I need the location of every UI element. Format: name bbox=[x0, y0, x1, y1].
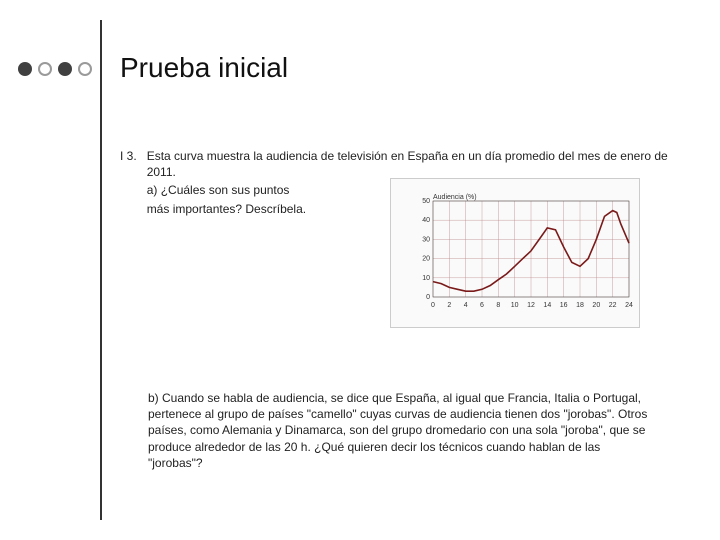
bullet-icon bbox=[38, 62, 52, 76]
vertical-rule bbox=[100, 20, 102, 520]
item-intro: Esta curva muestra la audiencia de telev… bbox=[147, 148, 680, 180]
svg-text:Audiencia (%): Audiencia (%) bbox=[433, 194, 477, 201]
svg-text:20: 20 bbox=[422, 256, 430, 263]
audience-chart: 02468101214161820222401020304050Audienci… bbox=[390, 178, 640, 328]
svg-text:0: 0 bbox=[426, 294, 430, 301]
svg-text:0: 0 bbox=[431, 302, 435, 309]
svg-text:30: 30 bbox=[422, 236, 430, 243]
svg-text:22: 22 bbox=[609, 302, 617, 309]
svg-text:10: 10 bbox=[511, 302, 519, 309]
svg-text:50: 50 bbox=[422, 198, 430, 205]
svg-text:40: 40 bbox=[422, 217, 430, 224]
bullet-icon bbox=[78, 62, 92, 76]
svg-text:4: 4 bbox=[464, 302, 468, 309]
svg-text:20: 20 bbox=[592, 302, 600, 309]
svg-text:10: 10 bbox=[422, 275, 430, 282]
page-title: Prueba inicial bbox=[120, 52, 288, 84]
svg-text:14: 14 bbox=[543, 302, 551, 309]
item-number: I 3. bbox=[120, 148, 137, 217]
svg-text:16: 16 bbox=[560, 302, 568, 309]
item-part-b: b) Cuando se habla de audiencia, se dice… bbox=[148, 390, 648, 471]
svg-text:6: 6 bbox=[480, 302, 484, 309]
slide-bullets bbox=[18, 62, 92, 76]
svg-text:24: 24 bbox=[625, 302, 633, 309]
svg-text:12: 12 bbox=[527, 302, 535, 309]
svg-text:18: 18 bbox=[576, 302, 584, 309]
svg-text:8: 8 bbox=[496, 302, 500, 309]
bullet-icon bbox=[18, 62, 32, 76]
chart-svg: 02468101214161820222401020304050Audienci… bbox=[413, 191, 633, 309]
svg-text:2: 2 bbox=[447, 302, 451, 309]
bullet-icon bbox=[58, 62, 72, 76]
